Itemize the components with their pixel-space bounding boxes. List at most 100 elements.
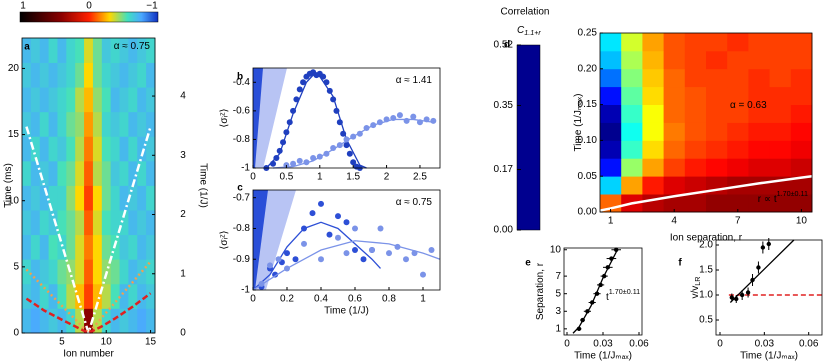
data-point: [369, 247, 375, 253]
heatmap-cell: [790, 194, 813, 213]
heatmap-cell: [22, 38, 32, 63]
data-point: [729, 295, 735, 300]
data-point: [602, 273, 607, 279]
heatmap-cell: [790, 68, 813, 88]
y-tick-label: -1: [241, 285, 250, 296]
heatmap-cell: [621, 158, 643, 177]
heatmap-cell: [684, 176, 707, 195]
heatmap-cell: [57, 283, 67, 309]
heatmap-cell: [137, 62, 147, 88]
heatmap-cell: [57, 87, 67, 113]
heatmap-cell: [57, 62, 67, 88]
x-tick-label: 0.03: [593, 339, 613, 350]
heatmap-cell: [22, 62, 32, 88]
heatmap-cell: [101, 308, 112, 334]
plot-frame: [252, 67, 441, 169]
heatmap-cell: [84, 308, 94, 334]
heatmap-cell: [642, 140, 664, 159]
colorbar-tick-label: 0.52: [494, 40, 514, 51]
heatmap-cell: [137, 185, 147, 211]
heatmap-cell: [128, 283, 138, 309]
cone-region: [253, 190, 268, 290]
heatmap-cell: [84, 87, 94, 113]
x-tick-label: 10: [101, 337, 113, 348]
heatmap-cell: [119, 160, 129, 186]
heatmap-cell: [663, 176, 686, 195]
heatmap-cell: [48, 111, 58, 137]
heatmap-cell: [30, 210, 41, 236]
heatmap-cell: [48, 185, 58, 211]
y2-tick-label: 0: [180, 328, 186, 339]
heatmap-cell: [128, 160, 138, 186]
heatmap-cell: [128, 210, 138, 236]
heatmap-cell: [101, 234, 112, 260]
heatmap-cell: [92, 283, 103, 309]
heatmap-cell: [110, 38, 120, 63]
heatmap-cell: [119, 308, 129, 334]
heatmap-cell: [48, 38, 58, 63]
heatmap-cell: [748, 68, 770, 88]
y2-tick-label: 4: [180, 91, 186, 102]
heatmap-cell: [769, 194, 792, 213]
heatmap-cell: [92, 308, 103, 334]
x-tick-label: 10: [796, 216, 808, 227]
y2-tick-label: 1: [180, 268, 186, 279]
heatmap-cell: [119, 136, 129, 162]
heatmap-cell: [769, 104, 792, 123]
heatmap-cell: [119, 87, 129, 113]
heatmap-cell: [75, 234, 85, 260]
heatmap-cell: [48, 210, 58, 236]
y-tick-label: -0.9: [233, 254, 251, 265]
heatmap-cell: [48, 62, 58, 88]
heatmap-cell: [769, 158, 792, 177]
heatmap-cell: [706, 68, 728, 88]
heatmap-cell: [119, 210, 129, 236]
x-tick-label: 15: [145, 337, 157, 348]
data-point: [576, 326, 582, 332]
panel-label: f: [678, 258, 682, 269]
y-tick-label: -0.8: [233, 223, 251, 234]
heatmap-cell: [146, 111, 156, 137]
data-point: [335, 213, 341, 220]
y-axis-label: Time (1/Jₘₐₓ): [573, 94, 584, 152]
heatmap-cell: [706, 194, 728, 213]
y-tick-label: 0.5: [699, 315, 713, 326]
y-axis-label-base: Time (1/Jₘₐₓ): [573, 94, 584, 152]
x-tick-label: 0.6: [348, 294, 362, 305]
y-tick-label: -1: [241, 163, 250, 174]
x-tick-label: 4: [671, 216, 677, 227]
heatmap-cell: [119, 259, 129, 285]
heatmap-cell: [146, 62, 156, 88]
data-point: [605, 265, 610, 270]
data-point: [760, 245, 766, 250]
heatmap-cell: [642, 158, 664, 177]
y-axis-label: ⟨σᵢᶻ⟩: [219, 230, 230, 249]
heatmap-cell: [128, 38, 138, 63]
panel-label: e: [525, 258, 531, 269]
heatmap-cell: [39, 185, 49, 211]
data-point: [585, 309, 590, 314]
heatmap-cell: [600, 140, 622, 159]
heatmap-cell: [66, 283, 76, 309]
heatmap-cell: [727, 50, 749, 70]
heatmap-cell: [92, 259, 103, 285]
heatmap-cell: [706, 104, 728, 123]
heatmap-cell: [748, 33, 770, 52]
heatmap-cell: [110, 111, 120, 137]
y-axis-label: Separation, r: [535, 262, 546, 320]
panel-label: c: [237, 183, 243, 194]
heatmap-cell: [48, 283, 58, 309]
heatmap-cell: [66, 62, 76, 88]
heatmap-cell: [84, 234, 94, 260]
fit-label-base: r ∝ t: [758, 194, 777, 205]
heatmap-cell: [57, 111, 67, 137]
heatmap-cell: [101, 185, 112, 211]
data-point: [739, 292, 745, 298]
heatmap-cell: [22, 160, 32, 186]
y-tick-label: -0.8: [233, 134, 251, 145]
heatmap-cell: [128, 185, 138, 211]
heatmap-cell: [137, 160, 147, 186]
heatmap-cell: [128, 62, 138, 88]
heatmap-cell: [92, 62, 103, 88]
